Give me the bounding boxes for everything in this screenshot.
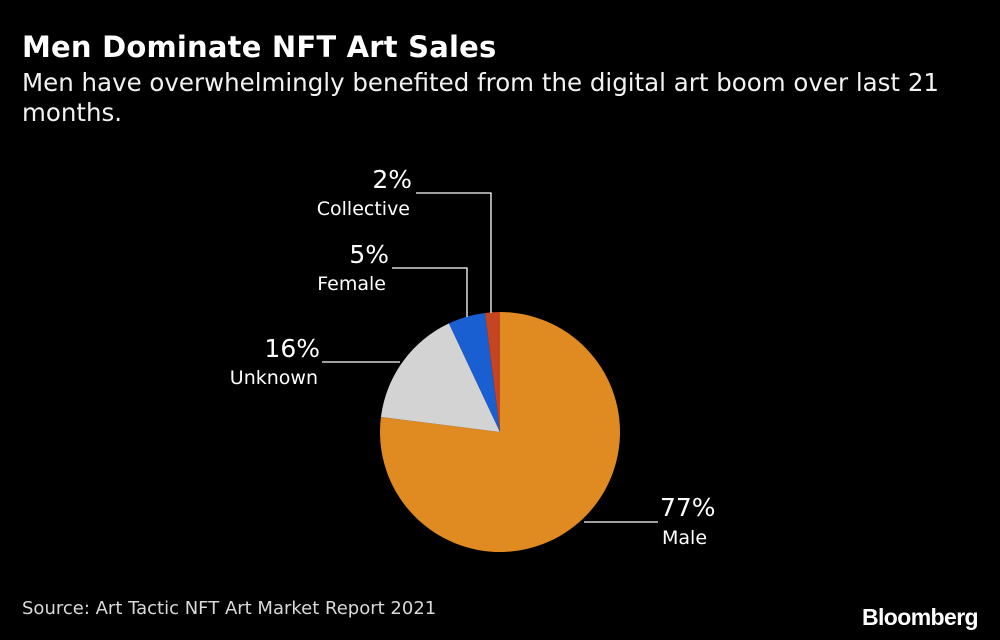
slice-category-label-male: Male — [662, 527, 707, 549]
slice-category-label-collective: Collective — [317, 198, 410, 220]
pie-slice-female — [448, 312, 500, 432]
pie-slices — [380, 312, 620, 552]
slice-labels: 77% Male 16% Unknown 5% Female 2% Collective — [230, 165, 716, 549]
slice-category-label-unknown: Unknown — [230, 367, 318, 389]
chart-subtitle: Men have overwhelmingly benefited from t… — [22, 68, 940, 127]
pie-slice-unknown — [380, 323, 500, 432]
slice-value-label-collective: 2% — [372, 165, 412, 194]
leader-line-female — [392, 267, 468, 317]
leader-lines — [322, 192, 658, 523]
source-note: Source: Art Tactic NFT Art Market Report… — [22, 598, 437, 619]
pie-slice-collective — [484, 312, 500, 432]
slice-value-label-female: 5% — [349, 240, 389, 269]
chart-title: Men Dominate NFT Art Sales — [22, 30, 497, 64]
slice-value-label-unknown: 16% — [264, 334, 320, 363]
leader-line-collective — [416, 192, 492, 313]
slice-category-label-female: Female — [317, 273, 386, 295]
slice-value-label-male: 77% — [660, 493, 716, 522]
bloomberg-logo: Bloomberg — [862, 604, 979, 630]
